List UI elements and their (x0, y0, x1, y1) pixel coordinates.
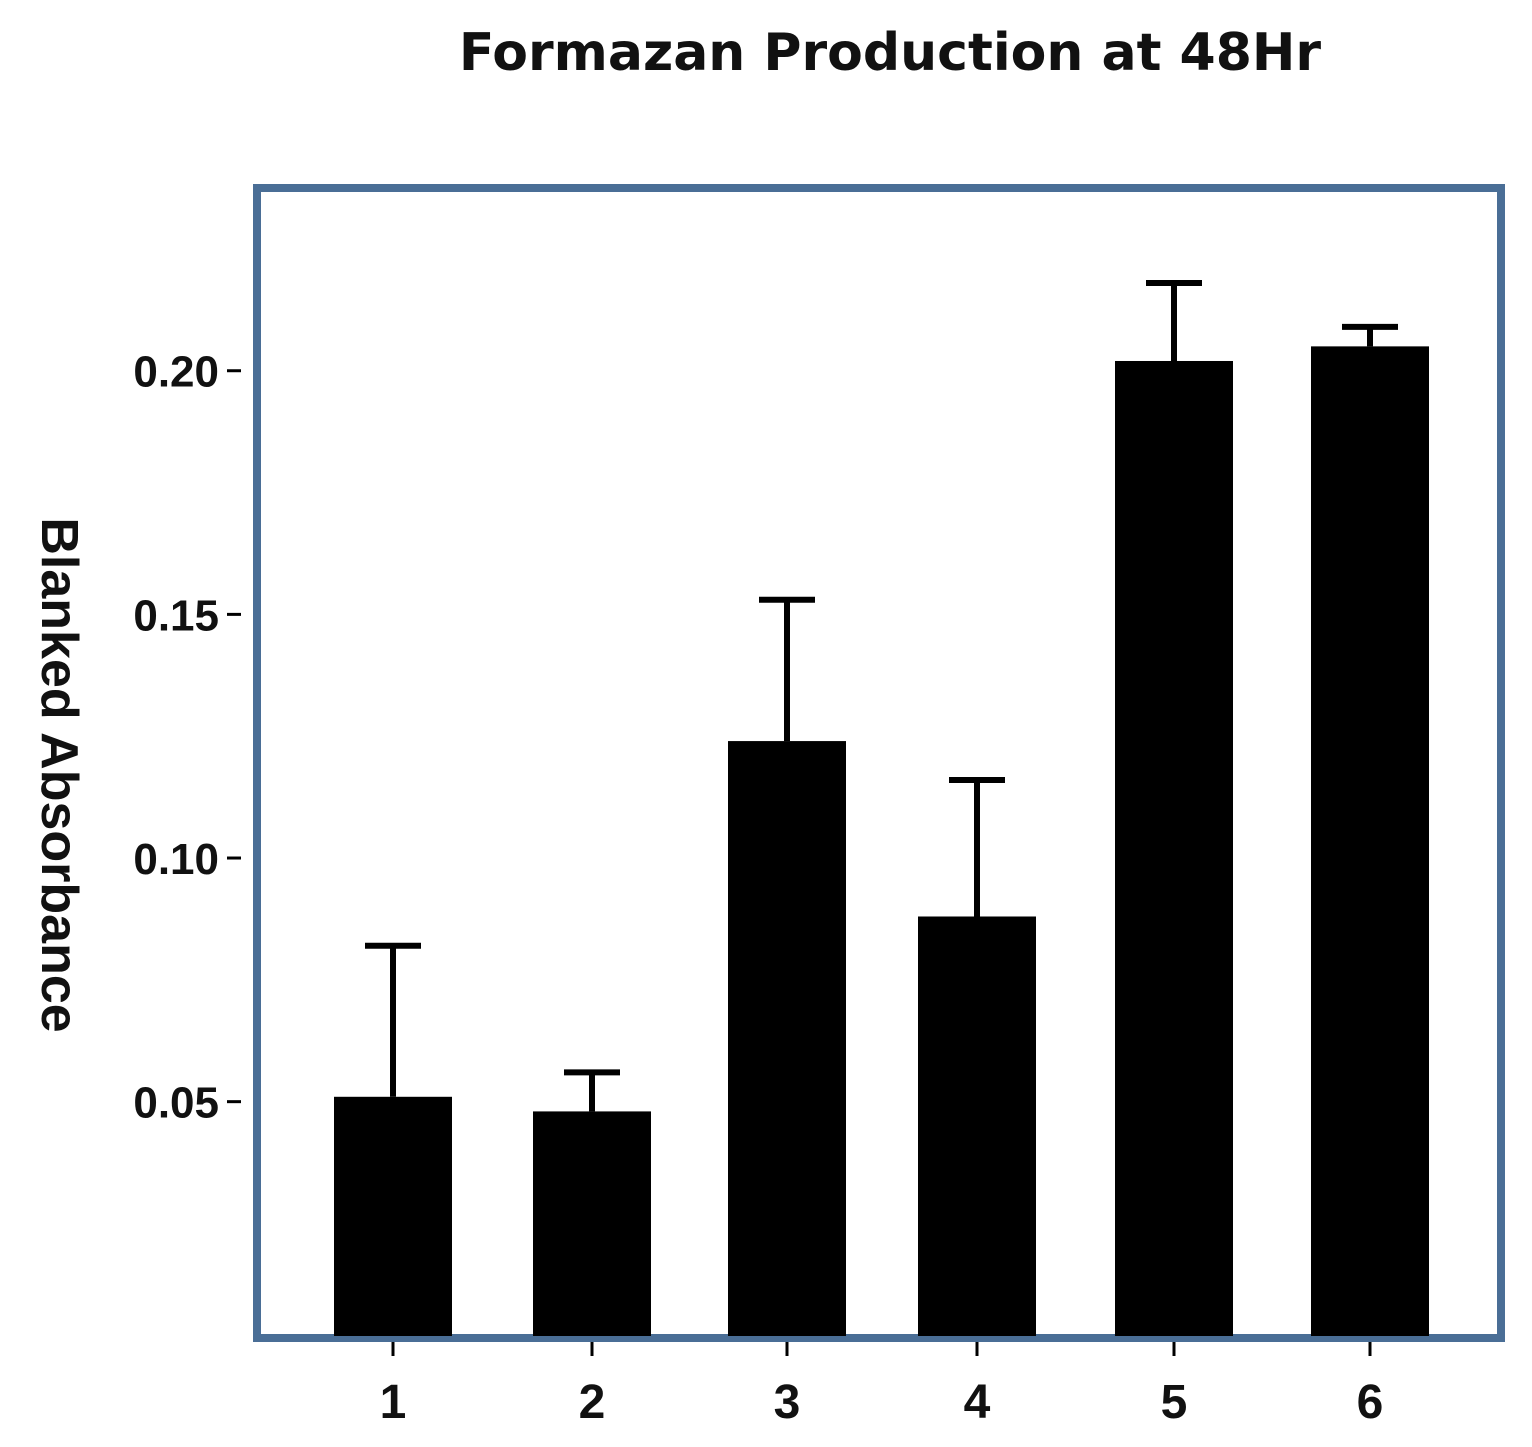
x-tick-label-6: 6 (1357, 1376, 1384, 1429)
error-bar-5 (1146, 280, 1202, 361)
error-bar-1 (365, 942, 421, 1097)
bar-4 (918, 916, 1036, 1336)
y-tick-label: 0.05 (133, 1079, 219, 1128)
y-tick-label: 0.15 (133, 591, 219, 640)
error-bar-3 (759, 596, 815, 742)
x-tick-label-4: 4 (964, 1376, 991, 1429)
error-bar-4 (949, 777, 1005, 917)
chart-title: Formazan Production at 48Hr (459, 23, 1322, 83)
error-bar-2 (564, 1069, 620, 1112)
error-bar-6 (1342, 323, 1398, 347)
x-axis-ticks: 1 2 3 4 5 6 (380, 1342, 1384, 1429)
y-tick-label: 0.20 (133, 348, 219, 397)
bars-layer (334, 346, 1429, 1336)
x-tick-label-1: 1 (380, 1376, 407, 1429)
x-tick-label-2: 2 (579, 1376, 606, 1429)
bar-1 (334, 1096, 452, 1336)
y-tick-label: 0.10 (133, 835, 219, 884)
bar-3 (728, 741, 846, 1336)
error-bars-layer (365, 280, 1398, 1112)
y-axis-label: Blanked Absorbance (30, 517, 88, 1032)
x-tick-label-5: 5 (1161, 1376, 1188, 1429)
x-tick-label-3: 3 (774, 1376, 801, 1429)
bar-2 (533, 1111, 651, 1336)
plot-frame (253, 184, 1505, 1342)
bar-6 (1311, 346, 1429, 1336)
bar-5 (1115, 360, 1233, 1336)
y-axis-ticks: 0.05 0.10 0.15 0.20 (133, 348, 241, 1128)
